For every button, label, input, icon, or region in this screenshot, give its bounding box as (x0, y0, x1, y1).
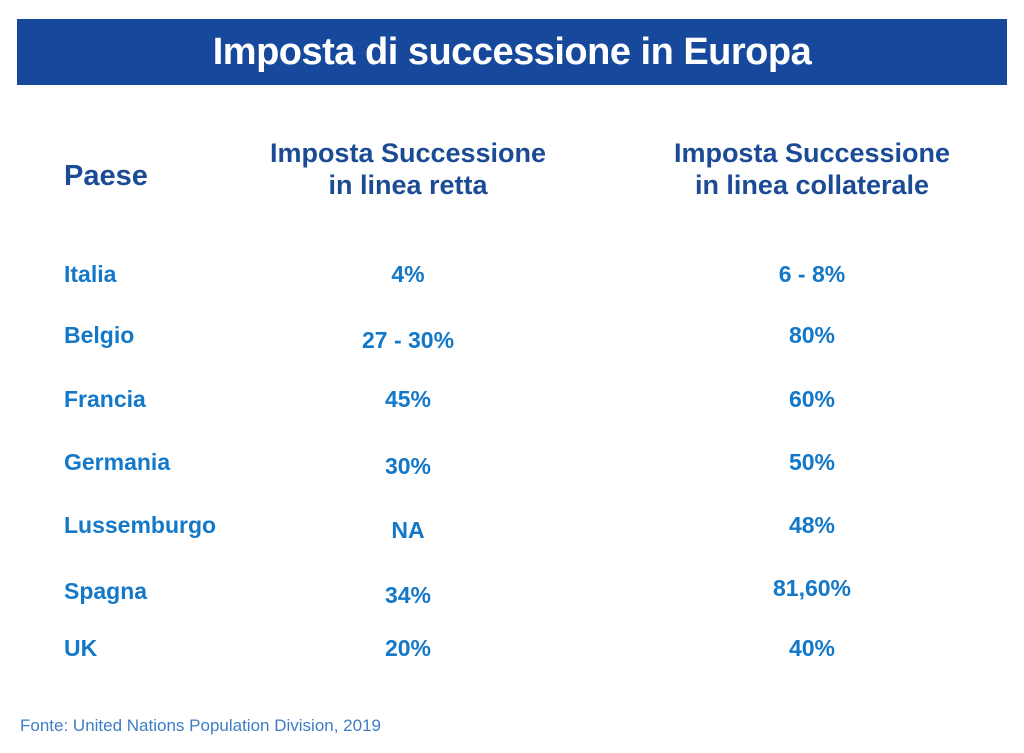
value-linea-collaterale: 60% (788, 386, 836, 412)
value-linea-retta: 4% (391, 261, 425, 287)
table-row: Italia 4% 6 - 8% (0, 261, 1024, 291)
value-linea-retta: 45% (384, 386, 432, 412)
country-label: UK (64, 635, 98, 661)
value-linea-collaterale: 50% (788, 449, 836, 475)
table-row: Belgio 27 - 30% 80% (0, 322, 1024, 353)
country-label: Spagna (64, 578, 148, 604)
country-label: Germania (64, 449, 171, 475)
column-header-linea-retta: Imposta Successione in linea retta (208, 137, 608, 201)
value-linea-retta: 20% (384, 635, 432, 661)
column-header-paese: Paese (64, 160, 148, 192)
value-linea-collaterale: 80% (788, 322, 836, 348)
value-linea-collaterale: 81,60% (772, 575, 851, 601)
country-label: Francia (64, 386, 146, 412)
value-linea-collaterale: 48% (788, 512, 836, 538)
country-label: Lussemburgo (64, 512, 217, 538)
column-header-line: Imposta Successione (269, 138, 547, 168)
source-note: Fonte: United Nations Population Divisio… (20, 716, 381, 735)
table-row: Spagna 34% 81,60% (0, 575, 1024, 608)
table-row: Germania 30% 50% (0, 449, 1024, 479)
table-row: Francia 45% 60% (0, 386, 1024, 416)
column-header-linea-collaterale: Imposta Successione in linea collaterale (612, 137, 1012, 201)
value-linea-collaterale: 6 - 8% (778, 261, 846, 287)
value-linea-retta: 27 - 30% (361, 327, 455, 353)
page-title: Imposta di successione in Europa (212, 30, 812, 73)
value-linea-collaterale: 40% (788, 635, 836, 661)
column-header-line: Imposta Successione (673, 138, 951, 168)
value-linea-retta: 30% (384, 453, 432, 479)
value-linea-retta: 34% (384, 582, 432, 608)
title-banner: Imposta di successione in Europa (17, 19, 1007, 85)
table-row: UK 20% 40% (0, 635, 1024, 665)
country-label: Italia (64, 261, 117, 287)
column-header-line: in linea retta (328, 170, 488, 200)
value-linea-retta: NA (391, 517, 425, 543)
country-label: Belgio (64, 322, 135, 348)
column-header-line: in linea collaterale (694, 170, 930, 200)
table-row: Lussemburgo NA 48% (0, 512, 1024, 543)
